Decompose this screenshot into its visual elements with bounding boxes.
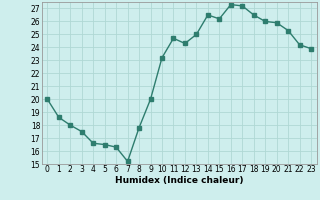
X-axis label: Humidex (Indice chaleur): Humidex (Indice chaleur) <box>115 176 244 185</box>
